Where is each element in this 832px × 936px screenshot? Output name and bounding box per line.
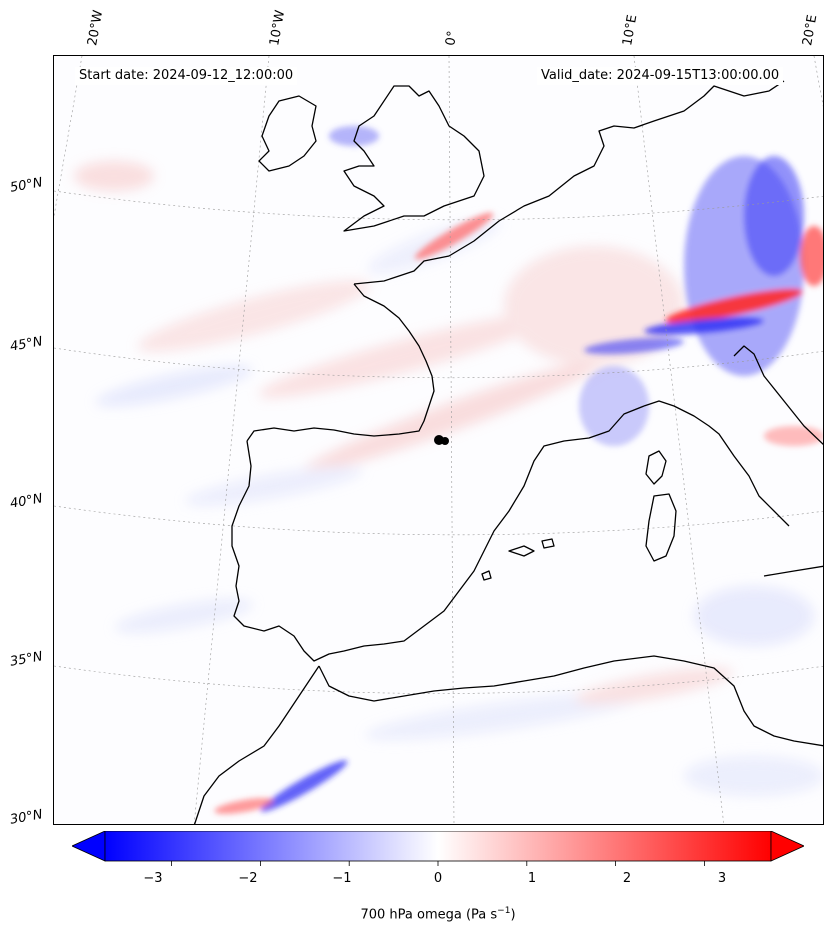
omega-blob (137, 280, 371, 352)
colorbar-tick-label: 1 (527, 871, 537, 886)
coast-balearics (481, 538, 555, 581)
parallel-40n (54, 505, 823, 536)
coast-italy-adriatic (733, 345, 823, 445)
colorbar-label: 700 hPa omega (Pa s−1) (360, 906, 516, 923)
colorbar-extend-max (770, 831, 804, 862)
omega-blob (684, 756, 823, 796)
colorbar-tick-label: −2 (238, 871, 258, 886)
lon-label: 20°W (85, 9, 107, 48)
valid-date-label: Valid_date: 2024-09-15T13:00:00.00 (537, 67, 784, 85)
coast-brittany-biscay (246, 283, 435, 442)
meridian-10w (193, 56, 270, 824)
omega-blob (329, 126, 379, 146)
omega-blob (800, 226, 823, 286)
coast-france-med (643, 400, 790, 527)
coast-sardinia (645, 493, 677, 562)
omega-blob (764, 426, 823, 446)
colorbar-tick-label: 3 (717, 871, 727, 886)
omega-blob (414, 212, 494, 260)
coast-france-atlantic (353, 80, 785, 285)
omega-blob (260, 760, 348, 812)
meridian-10e (633, 56, 725, 824)
start-date-label: Start date: 2024-09-12_12:00:00 (75, 67, 298, 85)
coast-ireland (258, 95, 317, 172)
parallel-35n (54, 665, 823, 694)
colorbar-tick-label: −1 (332, 871, 352, 886)
meridian-20e (813, 56, 823, 107)
parallel-50n (54, 190, 823, 221)
coast-great-britain (343, 85, 485, 232)
omega-blob (115, 599, 253, 633)
lon-label: 10°E (620, 13, 641, 47)
omega-blob (185, 466, 363, 506)
meridian-20w (54, 56, 83, 217)
colorbar-tick-label: 2 (622, 871, 632, 886)
map-canvas (54, 56, 823, 824)
omega-blob (365, 692, 643, 740)
graticule (54, 56, 823, 824)
meridian-0 (448, 56, 455, 824)
omega-field (74, 126, 823, 814)
omega-blob (694, 586, 814, 646)
lon-label: 10°W (267, 9, 289, 48)
coast-sicily (763, 565, 823, 577)
omega-blob (644, 317, 764, 335)
lat-label: 50°N (8, 175, 44, 196)
lon-label: 0° (443, 29, 461, 47)
colorbar-tick-label: 0 (433, 871, 443, 886)
omega-blob (259, 314, 549, 398)
lat-label: 30°N (8, 807, 44, 828)
omega-blob (579, 366, 649, 446)
omega-blob (575, 667, 733, 705)
omega-blob (584, 337, 684, 355)
omega-blob (95, 365, 253, 407)
lat-label: 35°N (8, 649, 44, 670)
location-marker (434, 435, 449, 445)
omega-blob (665, 288, 803, 324)
omega-blob (504, 246, 684, 366)
coast-morocco (193, 665, 320, 824)
coast-north-africa (318, 655, 823, 747)
colorbar-extend-min (72, 831, 106, 862)
omega-blob (303, 359, 605, 473)
parallel-45n (54, 347, 823, 379)
coast-corsica (645, 450, 667, 485)
colorbar-body (104, 831, 772, 862)
map-panel[interactable] (53, 55, 824, 825)
coast-iberia (231, 405, 645, 662)
lon-label: 20°E (800, 13, 821, 47)
coastlines (193, 80, 823, 824)
lat-label: 40°N (8, 491, 44, 512)
omega-blob (214, 798, 274, 814)
lat-label: 45°N (8, 334, 44, 355)
colorbar (72, 831, 804, 866)
omega-blob (744, 156, 804, 276)
colorbar-tick-label: −3 (143, 871, 163, 886)
omega-blob (74, 161, 154, 191)
